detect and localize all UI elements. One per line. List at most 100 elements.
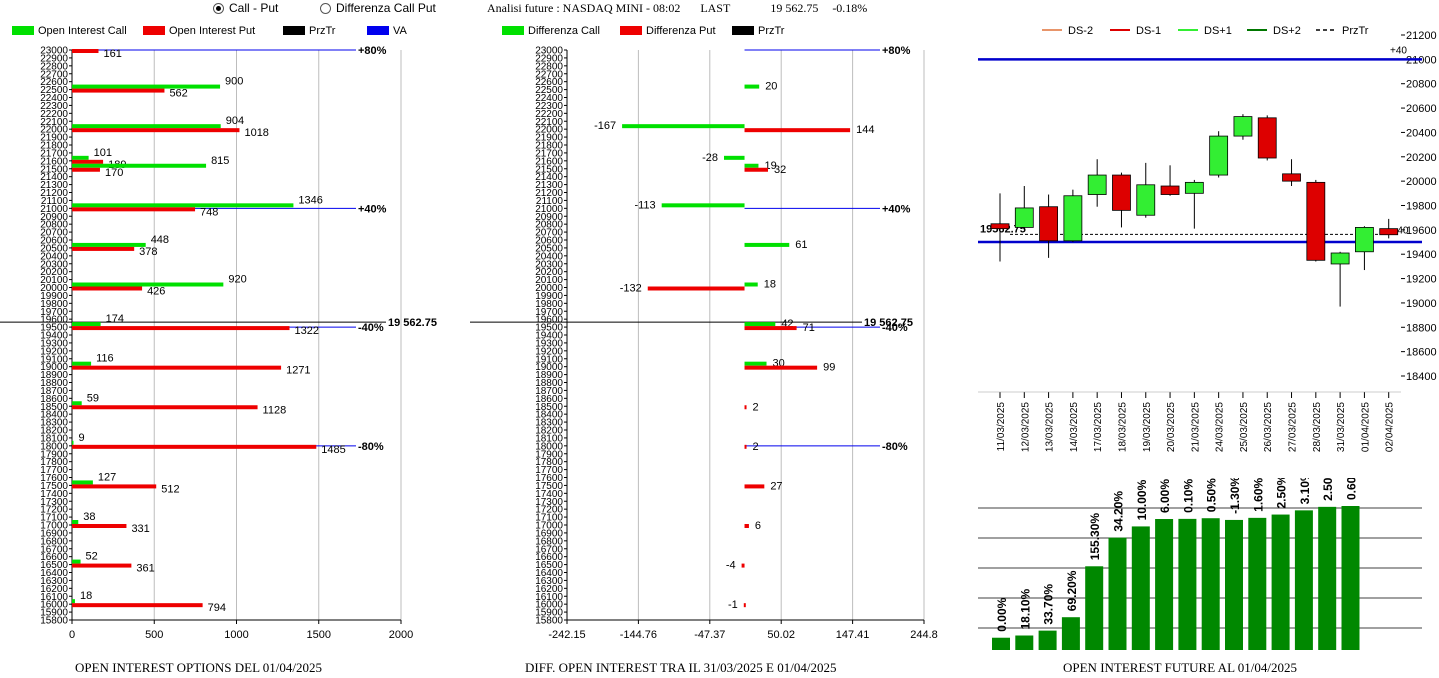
fut-bar-label-12: 2.50% (1275, 478, 1289, 509)
oi-y-tick-label-28: 20200 (40, 267, 68, 278)
diff-call-bar-8 (744, 361, 767, 366)
oi-y-tick-label-10: 22000 (40, 125, 68, 136)
diff-y-tick-label-1: 22900 (535, 53, 563, 64)
oi-y-tick-label-24: 20600 (40, 236, 68, 247)
diff-put-bar-3 (744, 326, 797, 331)
fut-bar-label-13: 3.10% (1298, 478, 1312, 504)
diff-y-tick-label-22: 20800 (535, 220, 563, 231)
candle-y-tick-label-0: 21200 (1406, 30, 1437, 42)
candle-body-14 (1330, 252, 1350, 265)
diff-x-tick-label-0: -242.15 (548, 629, 585, 641)
diff-y-tick-label-4: 22600 (535, 77, 563, 88)
diff-y-tick-label-65: 16500 (535, 560, 563, 571)
oi-y-tick-label-54: 17600 (40, 473, 68, 484)
diff-y-tick-label-42: 18800 (535, 378, 563, 389)
diff-put-bar-0 (744, 128, 851, 133)
fut-bar-9 (1201, 518, 1220, 650)
last-change: -0.18% (832, 1, 868, 15)
fut-bar-label-14: 2.50% (1321, 478, 1335, 501)
diff-y-tick-label-41: 18900 (535, 370, 563, 381)
candle-body-16 (1379, 228, 1399, 236)
oi-x-tick-label-2: 1000 (224, 629, 248, 641)
diff-put-bar-1 (744, 167, 768, 172)
oi-call-bar-5 (72, 203, 294, 208)
radio-differenza-label: Differenza Call Put (336, 1, 436, 15)
diff-call-bar-6 (744, 282, 758, 287)
oi-y-tick-label-11: 21900 (40, 133, 68, 144)
oi-put-bar-11 (72, 444, 317, 449)
candle-body-7 (1160, 185, 1180, 195)
oi-y-tick-label-35: 19500 (40, 323, 68, 334)
oi-put-label-6: 378 (139, 246, 157, 258)
fut-bar-label-7: 6.00% (1158, 479, 1172, 513)
fut-bar-label-9: 0.50% (1205, 478, 1219, 512)
oi-put-label-8: 1322 (294, 325, 318, 337)
fut-bar-2 (1038, 630, 1057, 650)
fut-bar-15 (1341, 506, 1360, 650)
fut-bar-5 (1108, 537, 1127, 650)
oi-put-label-2: 1018 (244, 127, 268, 139)
oi-y-tick-label-12: 21800 (40, 141, 68, 152)
candle-legend-label-4: PrzTr (1342, 25, 1369, 37)
oi-y-tick-label-38: 19200 (40, 346, 68, 357)
diff-y-tick-label-56: 17400 (535, 489, 563, 500)
diff-y-tick-label-18: 21200 (535, 188, 563, 199)
candle-y-tick-label-5: 20200 (1406, 152, 1437, 164)
diff-call-bar-2 (724, 155, 745, 160)
oi-call-label-12: 127 (98, 471, 116, 483)
candle-body-2 (1039, 206, 1058, 242)
radio-call-put[interactable]: Call - Put (213, 1, 278, 15)
oi-y-tick-label-53: 17700 (40, 465, 68, 476)
candle-date-label-10: 25/03/2025 (1239, 402, 1250, 452)
oi-put-label-11: 1485 (321, 444, 345, 456)
oi-y-tick-label-32: 19800 (40, 299, 68, 310)
diff-y-tick-label-45: 18500 (535, 402, 563, 413)
oi-x-tick-label-3: 1500 (307, 629, 331, 641)
candle-last-right-label: -40 (1394, 225, 1409, 236)
diff-y-tick-label-11: 21900 (535, 133, 563, 144)
candle-date-label-3: 14/03/2025 (1069, 402, 1080, 452)
diff-legend-swatch-0 (502, 26, 524, 35)
candle-body-5 (1112, 174, 1131, 211)
oi-put-label-7: 426 (147, 286, 165, 298)
oi-call-label-4: 815 (211, 155, 229, 167)
oi-options-caption: OPEN INTEREST OPTIONS DEL 01/04/2025 (75, 660, 322, 675)
diff-legend-label-2: PrzTr (758, 25, 785, 37)
diff-y-tick-label-69: 16100 (535, 592, 563, 603)
oi-y-tick-label-6: 22400 (40, 93, 68, 104)
oi-put-bar-2 (72, 128, 240, 133)
oi-put-bar-5 (72, 207, 196, 212)
oi-y-tick-label-66: 16400 (40, 568, 68, 579)
oi-y-tick-label-41: 18900 (40, 370, 68, 381)
candle-date-label-1: 12/03/2025 (1020, 402, 1031, 452)
oi-call-label-15: 18 (80, 590, 92, 602)
diff-put-label-2: -132 (620, 283, 642, 295)
oi-put-bar-1 (72, 88, 165, 93)
oi-call-label-9: 116 (96, 353, 114, 365)
diff-marker-label-4: -80% (882, 441, 908, 453)
radio-differenza-call-put[interactable]: Differenza Call Put (320, 1, 436, 15)
diff-y-tick-label-30: 20000 (535, 283, 563, 294)
oi-call-bar-1 (72, 84, 221, 89)
fut-bar-10 (1225, 519, 1243, 650)
oi-put-bar-10 (72, 405, 258, 410)
oi-put-label-10: 1128 (263, 404, 287, 416)
oi-y-tick-label-26: 20400 (40, 251, 68, 262)
candle-y-tick-label-8: 19600 (1406, 225, 1437, 237)
diff-y-tick-label-63: 16700 (535, 544, 563, 555)
oi-legend-label-1: Open Interest Put (169, 25, 255, 37)
oi-call-bar-7 (72, 282, 224, 287)
candle-date-label-8: 21/03/2025 (1190, 402, 1201, 452)
diff-y-tick-label-48: 18200 (535, 426, 563, 437)
diff-y-tick-label-27: 20300 (535, 259, 563, 270)
oi-put-label-4: 170 (105, 167, 123, 179)
oi-put-label-15: 794 (208, 602, 226, 614)
oi-y-tick-label-25: 20500 (40, 243, 68, 254)
candle-date-label-7: 20/03/2025 (1166, 402, 1177, 452)
oi-y-tick-label-29: 20100 (40, 275, 68, 286)
oi-y-tick-label-71: 15900 (40, 608, 68, 619)
diff-y-tick-label-54: 17600 (535, 473, 563, 484)
oi-call-label-11: 9 (78, 432, 84, 444)
oi-call-bar-14 (72, 559, 81, 564)
oi-difference-chart: Differenza Call Differenza Put PrzTr -242.1… (470, 25, 938, 641)
